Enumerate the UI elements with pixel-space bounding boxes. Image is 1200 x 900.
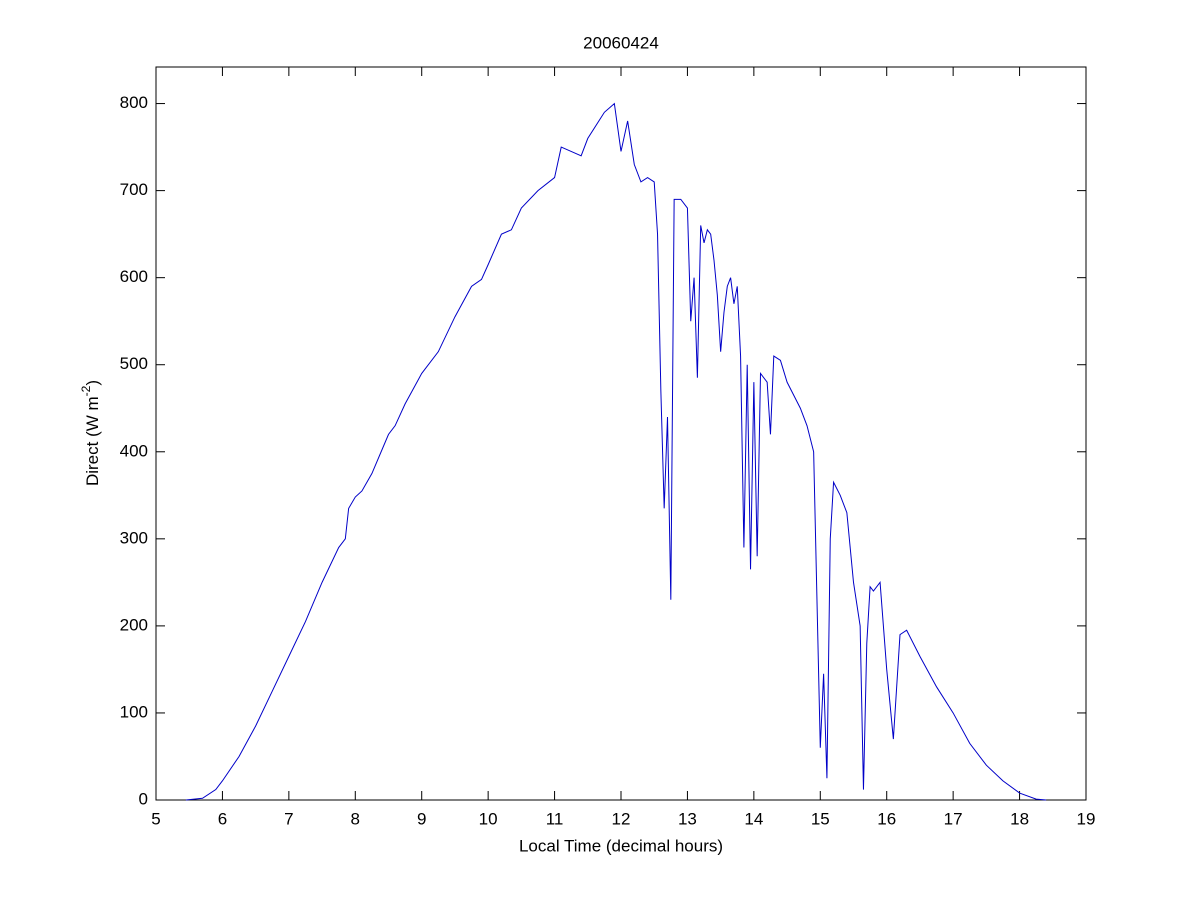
- y-label-superscript: -2: [79, 385, 93, 396]
- x-axis-label: Local Time (decimal hours): [519, 836, 723, 855]
- x-tick-label: 12: [612, 809, 631, 828]
- series-line: [185, 102, 1047, 801]
- x-tick-label: 7: [284, 809, 293, 828]
- x-tick-label: 11: [546, 809, 564, 828]
- x-tick-label: 14: [744, 809, 763, 828]
- x-tick-label: 10: [479, 809, 498, 828]
- y-tick-label: 0: [139, 789, 148, 808]
- x-tick-label: 15: [811, 809, 830, 828]
- chart-title: 20060424: [583, 33, 659, 52]
- y-tick-label: 800: [120, 93, 148, 112]
- y-tick-label: 500: [120, 354, 148, 373]
- y-tick-label: 100: [120, 702, 148, 721]
- y-tick-label: 600: [120, 267, 148, 286]
- y-label-text: Direct (W m: [83, 396, 102, 486]
- y-tick-label: 400: [120, 441, 148, 460]
- x-tick-label: 17: [944, 809, 963, 828]
- y-tick-label: 300: [120, 528, 148, 547]
- x-tick-label: 9: [417, 809, 426, 828]
- x-tick-label: 13: [678, 809, 697, 828]
- y-tick-label: 200: [120, 615, 148, 634]
- x-tick-label: 19: [1077, 809, 1096, 828]
- x-tick-label: 18: [1010, 809, 1029, 828]
- x-tick-label: 16: [877, 809, 896, 828]
- y-axis-label: Direct (W m-2): [79, 380, 102, 486]
- y-tick-label: 700: [120, 180, 148, 199]
- x-tick-label: 5: [151, 809, 160, 828]
- x-tick-label: 6: [218, 809, 227, 828]
- y-label-close: ): [83, 380, 102, 386]
- x-tick-label: 8: [351, 809, 360, 828]
